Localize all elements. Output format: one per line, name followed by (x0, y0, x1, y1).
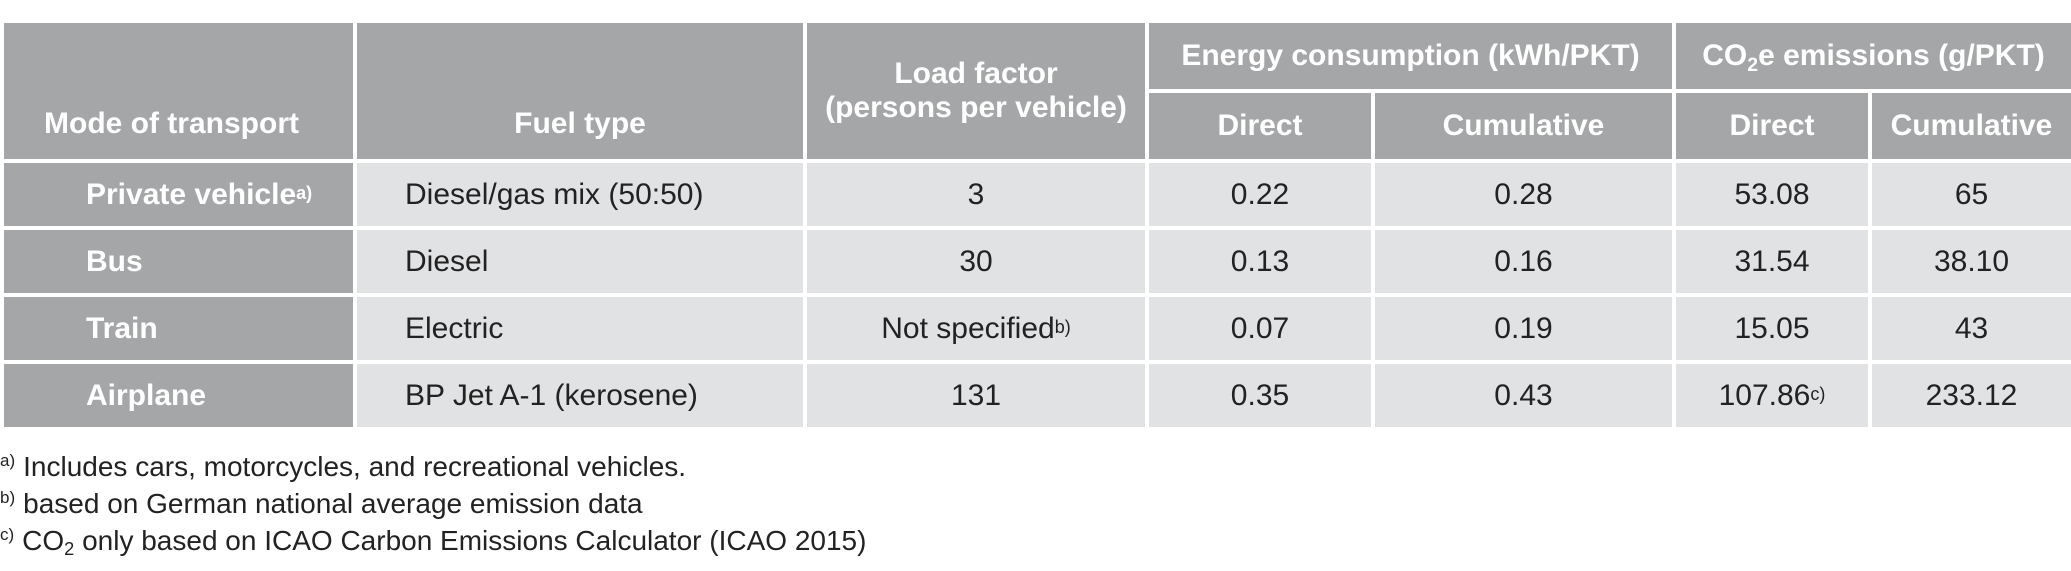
header-co2-prefix: CO (1702, 39, 1748, 72)
header-energy-consumption: Energy consumption (kWh/PKT) (1145, 19, 1676, 93)
row-co2-direct-value: 15.05 (1734, 311, 1810, 345)
row-co2-direct: 53.08 (1672, 159, 1872, 230)
footnote-text: based on German national average emissio… (23, 488, 643, 519)
row-load-factor-value: 3 (967, 177, 985, 211)
header-co2-suffix: e emissions (g/PKT) (1758, 39, 2045, 72)
footnote-mark: c) (0, 525, 15, 544)
header-mode-of-transport: Mode of transport (0, 19, 357, 163)
row-energy-cumulative: 0.16 (1371, 226, 1676, 297)
footnotes: a) Includes cars, motorcycles, and recrea… (0, 448, 866, 559)
row-load-factor-value: 131 (950, 378, 1002, 412)
header-co2-subscript: 2 (1747, 53, 1759, 76)
row-co2-direct: 15.05 (1672, 293, 1872, 364)
row-mode: Private vehiclea) (0, 159, 357, 230)
header-energy-direct: Direct (1145, 89, 1375, 163)
row-co2-direct-value: 107.86 (1718, 378, 1811, 412)
row-mode-label: Bus (86, 244, 143, 278)
row-co2-cumulative: 65 (1868, 159, 2071, 230)
transport-emissions-table: Mode of transport Fuel type Load factor … (0, 19, 2071, 431)
footnote-text: Includes cars, motorcycles, and recreati… (23, 451, 687, 482)
row-mode: Train (0, 293, 357, 364)
header-load-factor-line2: (persons per vehicle) (825, 91, 1127, 124)
row-load-factor-value: 30 (959, 244, 993, 278)
row-load-factor: 131 (803, 360, 1149, 431)
footnote: a) Includes cars, motorcycles, and recrea… (0, 448, 866, 485)
header-load-factor: Load factor (persons per vehicle) (803, 19, 1149, 163)
header-row-sub: Direct Cumulative Direct Cumulative (2, 89, 2071, 163)
footnote: b) based on German national average emiss… (0, 485, 866, 522)
table-row: Bus Diesel 30 0.13 0.16 31.54 38.10 (0, 226, 2071, 297)
row-mode-label: Private vehicle (86, 177, 297, 211)
header-load-factor-line1: Load factor (894, 57, 1058, 90)
header-co2e-emissions: CO2e emissions (g/PKT) (1672, 19, 2071, 93)
row-mode-label: Train (86, 311, 158, 345)
footnote-text-suffix: only based on ICAO Carbon Emissions Calc… (74, 525, 867, 556)
row-load-factor: Not specifiedb) (803, 293, 1149, 364)
row-mode-label: Airplane (86, 378, 207, 412)
row-co2-direct-value: 53.08 (1734, 177, 1810, 211)
row-energy-direct: 0.22 (1145, 159, 1375, 230)
row-co2-direct: 107.86c) (1672, 360, 1872, 431)
header-row-group: Mode of transport Fuel type Load factor … (0, 19, 2071, 163)
row-energy-cumulative: 0.43 (1371, 360, 1676, 431)
row-energy-cumulative: 0.19 (1371, 293, 1676, 364)
row-co2-direct: 31.54 (1672, 226, 1872, 297)
header-energy-cumulative: Cumulative (1371, 89, 1676, 163)
row-energy-direct: 0.35 (1145, 360, 1375, 431)
row-co2-cumulative: 43 (1868, 293, 2071, 364)
header-co2-cumulative: Cumulative (1868, 89, 2071, 163)
row-energy-cumulative: 0.28 (1371, 159, 1676, 230)
row-load-factor: 3 (803, 159, 1149, 230)
row-fuel-type: Diesel (353, 226, 807, 297)
footnote-mark: b) (0, 488, 16, 507)
row-load-factor-value: Not specified (881, 311, 1055, 345)
footnote-mark: a) (0, 451, 16, 470)
table-row: Private vehiclea) Diesel/gas mix (50:50)… (0, 159, 2071, 230)
row-co2-cumulative: 38.10 (1868, 226, 2071, 297)
footnote: c) CO2 only based on ICAO Carbon Emission… (0, 522, 866, 559)
header-fuel-type: Fuel type (353, 19, 807, 163)
table-row: Train Electric Not specifiedb) 0.07 0.19… (0, 293, 2071, 364)
row-co2-cumulative: 233.12 (1868, 360, 2071, 431)
row-energy-direct: 0.07 (1145, 293, 1375, 364)
header-co2-direct: Direct (1672, 89, 1872, 163)
footnote-ref: a) (296, 183, 313, 203)
footnote-ref: c) (1810, 384, 1826, 404)
footnote-text-subscript: 2 (64, 539, 75, 560)
footnote-ref: b) (1054, 317, 1071, 337)
row-co2-direct-value: 31.54 (1734, 244, 1810, 278)
table-row: Airplane BP Jet A-1 (kerosene) 131 0.35 … (0, 360, 2071, 431)
row-load-factor: 30 (803, 226, 1149, 297)
row-mode: Airplane (0, 360, 357, 431)
row-fuel-type: Diesel/gas mix (50:50) (353, 159, 807, 230)
row-fuel-type: Electric (353, 293, 807, 364)
footnote-text-prefix: CO (22, 525, 65, 556)
row-energy-direct: 0.13 (1145, 226, 1375, 297)
row-mode: Bus (0, 226, 357, 297)
row-fuel-type: BP Jet A-1 (kerosene) (353, 360, 807, 431)
